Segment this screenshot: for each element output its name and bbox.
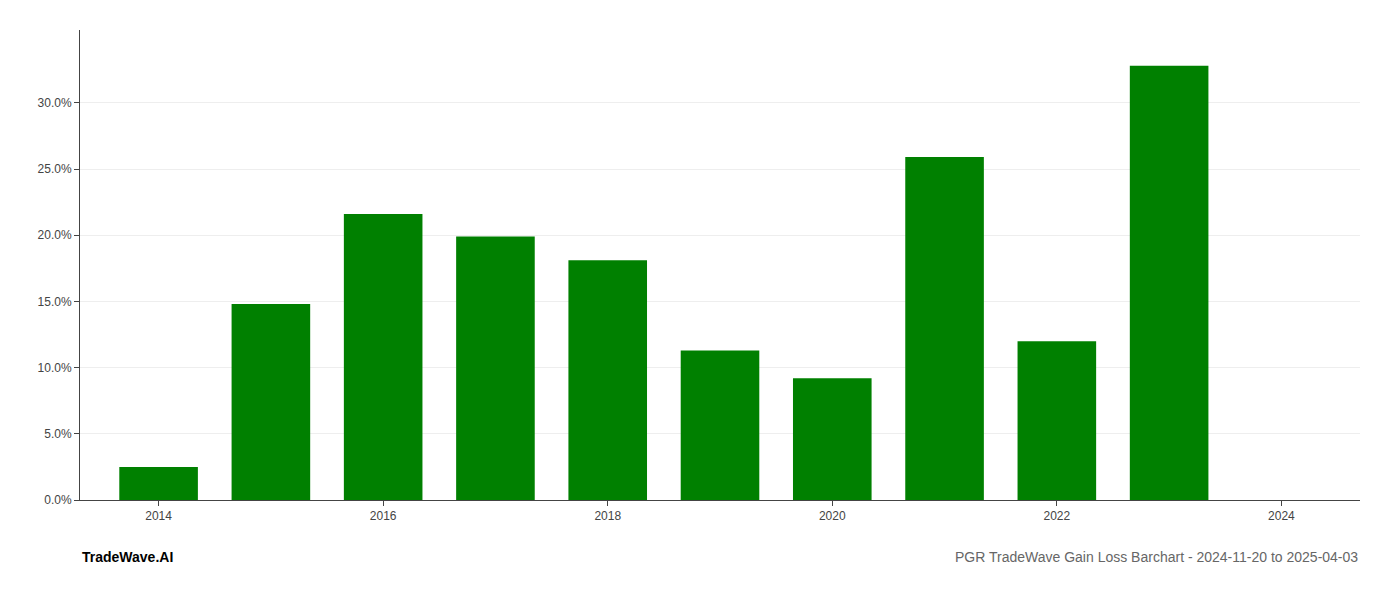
svg-text:5.0%: 5.0% (44, 427, 72, 441)
svg-text:2014: 2014 (145, 509, 172, 523)
svg-text:2016: 2016 (370, 509, 397, 523)
svg-text:TradeWave.AI: TradeWave.AI (82, 549, 173, 565)
svg-text:PGR TradeWave Gain Loss Barcha: PGR TradeWave Gain Loss Barchart - 2024-… (955, 549, 1358, 565)
svg-text:15.0%: 15.0% (38, 295, 72, 309)
svg-text:20.0%: 20.0% (38, 228, 72, 242)
svg-text:2022: 2022 (1043, 509, 1070, 523)
svg-text:30.0%: 30.0% (38, 96, 72, 110)
svg-text:2020: 2020 (819, 509, 846, 523)
svg-text:2018: 2018 (594, 509, 621, 523)
svg-text:25.0%: 25.0% (38, 162, 72, 176)
svg-text:2024: 2024 (1268, 509, 1295, 523)
svg-text:0.0%: 0.0% (44, 493, 72, 507)
svg-text:10.0%: 10.0% (38, 361, 72, 375)
